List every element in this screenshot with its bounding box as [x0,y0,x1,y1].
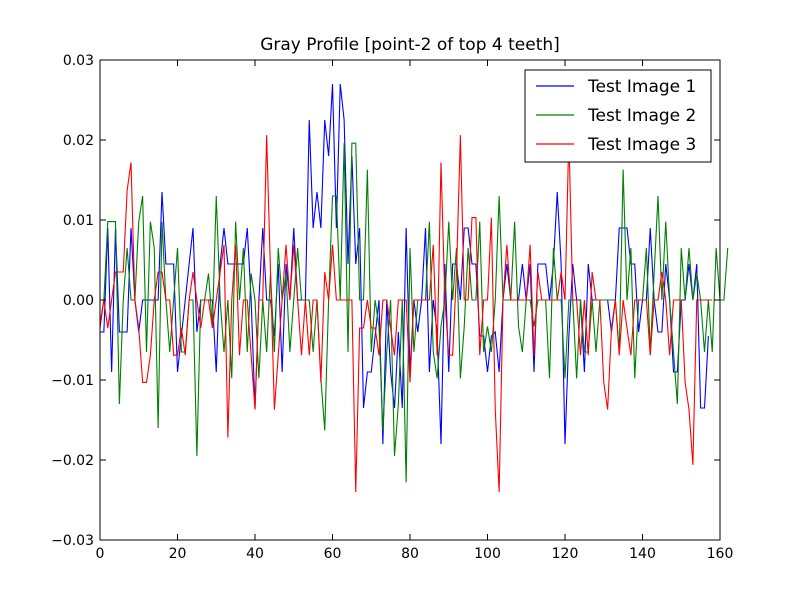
x-tick-label: 120 [552,546,579,562]
x-tick-label: 80 [401,546,419,562]
y-axis: −0.03 −0.02 −0.01 0.00 0.01 0.02 0.03 [51,53,720,549]
plot-lines [99,83,729,493]
legend-label-3: Test Image 3 [587,135,696,155]
x-axis: 0 20 40 60 80 100 120 140 160 [96,60,734,562]
x-tick-label: 140 [629,546,656,562]
y-tick-label: −0.03 [51,533,94,549]
y-tick-label: 0.01 [63,213,94,229]
legend: Test Image 1 Test Image 2 Test Image 3 [524,69,712,163]
chart-title: Gray Profile [point-2 of top 4 teeth] [260,35,560,55]
y-tick-label: −0.02 [51,453,94,469]
legend-label-2: Test Image 2 [587,106,696,126]
legend-box [524,69,712,163]
legend-label-1: Test Image 1 [587,77,696,97]
y-tick-label: 0.02 [63,133,94,149]
x-tick-label: 100 [474,546,501,562]
y-tick-label: 0.03 [63,53,94,69]
x-tick-label: 40 [246,546,264,562]
x-tick-label: 60 [324,546,342,562]
x-tick-label: 0 [96,546,105,562]
y-tick-label: 0.00 [63,293,94,309]
x-tick-label: 160 [707,546,734,562]
series-line-3 [99,135,713,493]
x-tick-label: 20 [169,546,187,562]
y-tick-label: −0.01 [51,373,94,389]
